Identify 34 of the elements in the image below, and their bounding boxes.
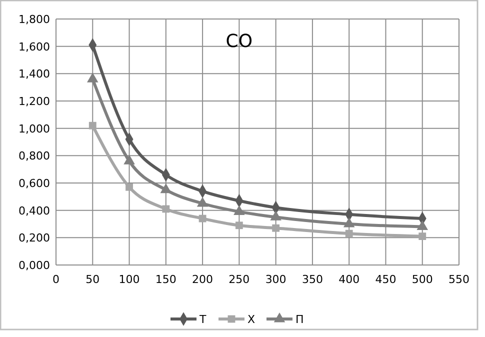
x-tick-label: 400 (338, 273, 360, 286)
x-tick-label: 150 (155, 273, 176, 286)
point (126, 183, 133, 191)
y-tick-label: 1,600 (18, 40, 50, 54)
y-tick-label: 1,800 (18, 13, 50, 26)
x-tick-label: 500 (412, 273, 433, 286)
point (272, 224, 280, 232)
x-tick-label: 100 (118, 273, 140, 286)
y-tick-label: 1,400 (18, 68, 50, 81)
point (418, 232, 426, 240)
x-tick-label: 0 (52, 273, 60, 286)
y-tick-label: 1,200 (18, 95, 50, 108)
point (198, 214, 206, 222)
y-tick-label: 0,600 (18, 177, 50, 190)
y-tick-label: 0,400 (18, 204, 50, 218)
y-tick-label: 0,000 (18, 259, 50, 272)
y-tick-label: 0,200 (18, 232, 50, 245)
x-tick-label: 550 (448, 273, 470, 286)
x-tick-label: 350 (302, 273, 323, 286)
x-tick-label: 450 (375, 273, 396, 286)
point (88, 122, 96, 130)
point (235, 222, 243, 230)
x-tick-label: 300 (265, 273, 286, 286)
point (345, 230, 353, 238)
legend-label: Т (198, 313, 206, 326)
legend-label: Х (248, 313, 256, 326)
y-tick-label: 1,000 (18, 122, 50, 136)
y-tick-label: 0,800 (18, 150, 50, 163)
x-tick-label: 50 (86, 273, 100, 286)
legend-label: П (296, 313, 304, 326)
x-tick-label: 200 (192, 273, 214, 286)
point (162, 205, 170, 213)
x-tick-label: 250 (228, 273, 250, 286)
text: CO (226, 31, 253, 52)
